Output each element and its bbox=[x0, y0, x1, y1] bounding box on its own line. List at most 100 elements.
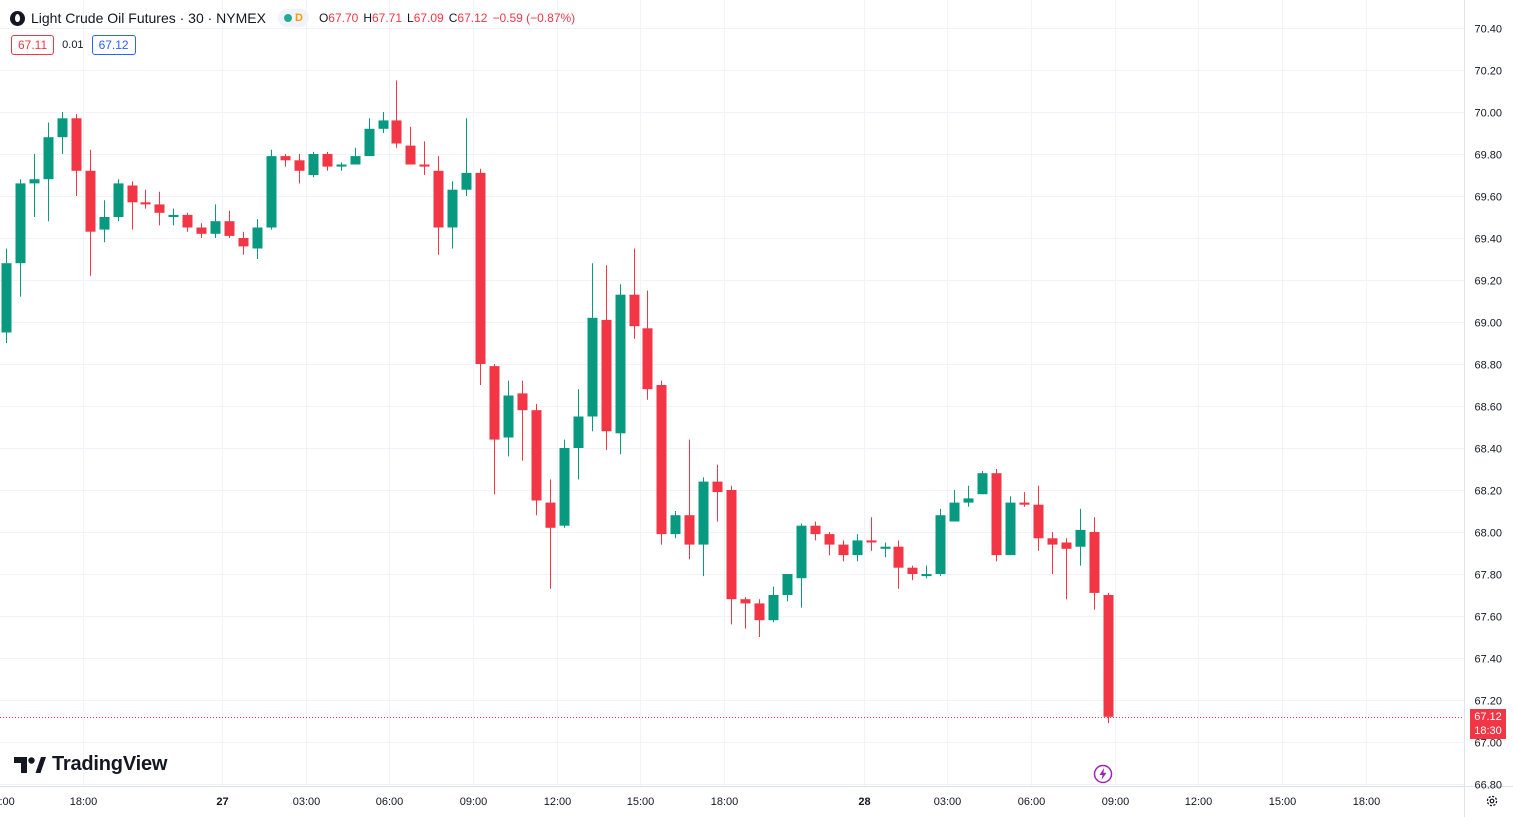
candle-body bbox=[601, 319, 612, 432]
price-tick-label: 68.20 bbox=[1474, 486, 1502, 498]
candle bbox=[852, 534, 863, 562]
candle bbox=[531, 403, 542, 516]
ohlc-close: C67.12 bbox=[448, 11, 488, 25]
candle-body bbox=[266, 156, 277, 228]
time-axis[interactable]: :00 18:00 27 03:00 06:00 09:00 12:00 15:00 18:00… bbox=[0, 796, 1380, 808]
candle bbox=[196, 223, 207, 238]
gear-icon[interactable] bbox=[1485, 794, 1499, 808]
candle-body bbox=[810, 525, 821, 535]
price-tick-label: 70.40 bbox=[1474, 24, 1502, 36]
price-tick-label: 69.00 bbox=[1474, 318, 1502, 330]
price-tick-label: 69.40 bbox=[1474, 234, 1502, 246]
symbol-title[interactable]: Light Crude Oil Futures · 30 · NYMEX bbox=[31, 10, 266, 26]
buy-button[interactable]: 67.12 bbox=[91, 35, 136, 55]
candle bbox=[378, 112, 389, 133]
candle-body bbox=[238, 238, 249, 247]
time-tick-label: 15:00 bbox=[1269, 796, 1297, 808]
candle bbox=[754, 599, 765, 637]
candle-body bbox=[1047, 538, 1058, 545]
time-tick-label: 15:00 bbox=[627, 796, 655, 808]
candle-body bbox=[935, 515, 946, 574]
candle-body bbox=[698, 481, 709, 545]
candle-body bbox=[907, 567, 918, 574]
price-axis[interactable]: 70.40 70.20 70.00 69.80 69.60 69.40 69.20 69.00… bbox=[1474, 24, 1502, 792]
time-tick-label: :00 bbox=[0, 796, 15, 808]
sell-button[interactable]: 67.11 bbox=[11, 35, 55, 55]
candle-body bbox=[642, 328, 653, 390]
candle bbox=[1, 248, 12, 343]
tradingview-logo[interactable]: TradingView bbox=[14, 753, 167, 776]
candle bbox=[601, 265, 612, 451]
candle bbox=[642, 290, 653, 400]
candle-body bbox=[949, 502, 960, 522]
candles bbox=[1, 80, 1114, 724]
time-tick-label: 18:00 bbox=[70, 796, 98, 808]
candle-body bbox=[615, 294, 626, 434]
candle bbox=[517, 380, 528, 461]
time-tick-label: 18:00 bbox=[711, 796, 739, 808]
candle-body bbox=[517, 393, 528, 411]
candle-body bbox=[1089, 532, 1100, 593]
candle-body bbox=[43, 137, 54, 180]
candle-body bbox=[1103, 595, 1114, 717]
time-tick-label: 06:00 bbox=[1018, 796, 1046, 808]
candle bbox=[71, 114, 82, 196]
time-tick-label: 27 bbox=[216, 796, 228, 808]
candle bbox=[336, 162, 347, 171]
candle-body bbox=[545, 502, 556, 528]
candle-body bbox=[364, 128, 375, 157]
time-tick-label: 03:00 bbox=[293, 796, 321, 808]
candle-body bbox=[712, 481, 723, 493]
candle bbox=[629, 248, 640, 339]
candle bbox=[29, 154, 40, 217]
candle-body bbox=[127, 185, 138, 203]
candle bbox=[252, 219, 263, 259]
price-tick-label: 68.40 bbox=[1474, 444, 1502, 456]
ohlc-change: −0.59 (−0.87%) bbox=[492, 11, 576, 25]
price-tick-label: 68.00 bbox=[1474, 528, 1502, 540]
candle-body bbox=[1, 263, 12, 333]
candle-body bbox=[475, 172, 486, 364]
candle bbox=[1103, 592, 1114, 724]
candle bbox=[350, 147, 361, 165]
candle bbox=[503, 380, 514, 457]
time-tick-label: 03:00 bbox=[934, 796, 962, 808]
lightning-bolt-icon[interactable] bbox=[1093, 764, 1113, 784]
candle bbox=[949, 490, 960, 522]
candle bbox=[1089, 517, 1100, 610]
ohlc-low: L67.09 bbox=[407, 11, 444, 25]
candle bbox=[113, 179, 124, 222]
candle bbox=[893, 540, 904, 589]
candle-body bbox=[29, 179, 40, 184]
candle bbox=[559, 439, 570, 528]
candle-body bbox=[322, 154, 333, 167]
candle-body bbox=[629, 294, 640, 327]
candle bbox=[475, 168, 486, 385]
brand-name: TradingView bbox=[52, 753, 168, 775]
price-tick-label: 67.60 bbox=[1474, 612, 1502, 624]
candle bbox=[698, 477, 709, 577]
candle bbox=[935, 508, 946, 577]
last-price-label: 67.12 18:30 bbox=[1470, 709, 1506, 739]
time-tick-label: 28 bbox=[858, 796, 870, 808]
candle-body bbox=[1019, 502, 1030, 505]
candle-body bbox=[224, 221, 235, 236]
candle bbox=[419, 141, 430, 175]
candle bbox=[1061, 538, 1072, 600]
ohlc-values: O67.70 H67.71 L67.09 C67.12 −0.59 (−0.87… bbox=[319, 11, 575, 25]
bid-ask-panel: 67.11 0.01 67.12 bbox=[11, 35, 136, 55]
candle bbox=[907, 565, 918, 581]
candle-body bbox=[656, 385, 667, 535]
candle bbox=[43, 122, 54, 222]
candle bbox=[140, 189, 151, 209]
time-tick-label: 06:00 bbox=[376, 796, 404, 808]
candle-body bbox=[921, 574, 932, 577]
candle bbox=[391, 80, 402, 148]
candle bbox=[168, 208, 179, 226]
candle bbox=[238, 231, 249, 255]
market-status[interactable]: D bbox=[277, 9, 309, 27]
candle bbox=[1005, 496, 1016, 556]
candle bbox=[977, 471, 988, 495]
